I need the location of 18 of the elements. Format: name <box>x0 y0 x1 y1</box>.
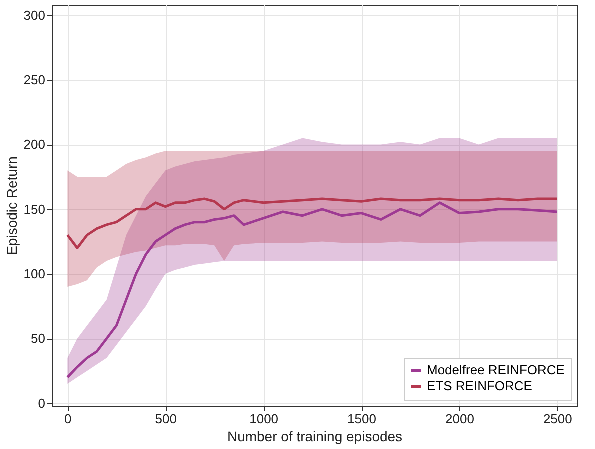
legend-label: ETS REINFORCE <box>427 378 533 394</box>
y-tick-label: 200 <box>24 137 46 152</box>
line-series <box>66 198 559 250</box>
x-axis-title: Number of training episodes <box>227 428 403 444</box>
y-axis-title: Episodic Return <box>4 156 20 256</box>
y-tick-label: 300 <box>24 8 46 23</box>
y-tick-label: 250 <box>24 72 46 88</box>
y-tick-label: 50 <box>31 331 46 346</box>
x-tick-label: 1500 <box>348 412 376 426</box>
y-tick-label: 100 <box>24 266 46 282</box>
y-tick-label: 0 <box>38 396 46 411</box>
x-tick-label: 2500 <box>543 412 572 426</box>
legend-label: Modelfree REINFORCE <box>427 362 566 378</box>
x-tick-label: 0 <box>64 412 72 426</box>
x-tick-label: 1000 <box>250 412 279 426</box>
x-tick-label: 2000 <box>446 412 474 426</box>
y-tick-label: 150 <box>24 202 46 217</box>
x-tick-label: 500 <box>155 412 177 426</box>
